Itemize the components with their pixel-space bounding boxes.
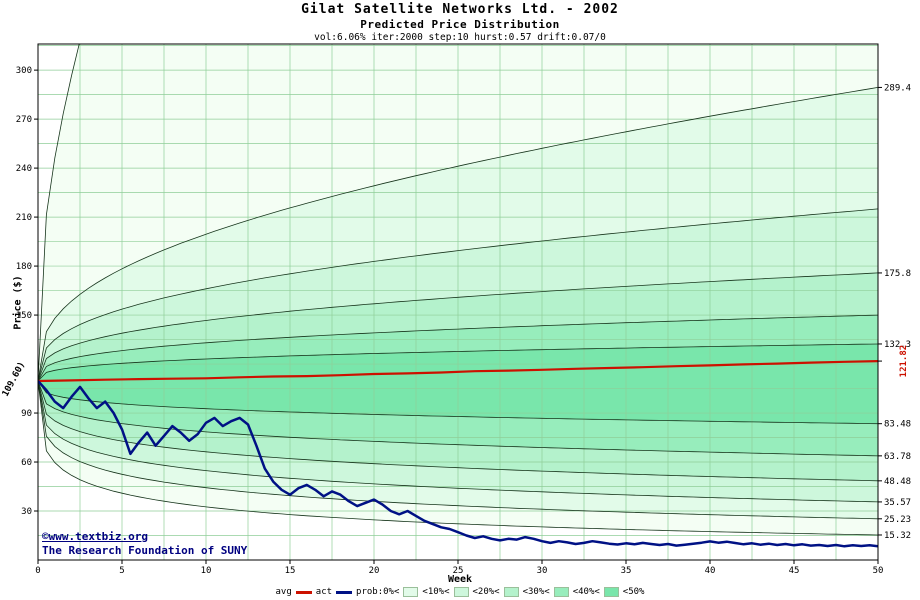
copyright-org: The Research Foundation of SUNY: [42, 544, 248, 557]
svg-text:40: 40: [705, 566, 716, 576]
chart-params: vol:6.06% iter:2000 step:10 hurst:0.57 d…: [314, 32, 606, 43]
svg-text:30: 30: [21, 507, 32, 517]
fan-chart-plot: 30 60 90 150 180 210 240 270 300 0 5 10 15 20 25 30 35 40…: [1, 43, 911, 576]
svg-text:25: 25: [453, 566, 464, 576]
svg-text:20: 20: [369, 566, 380, 576]
svg-text:50: 50: [873, 566, 884, 576]
legend-prob-label-1: <10%<: [422, 587, 450, 597]
legend-prob-label-2: <20%<: [472, 587, 500, 597]
svg-text:150: 150: [16, 311, 32, 321]
svg-text:240: 240: [16, 164, 32, 174]
svg-text:121.82: 121.82: [899, 345, 909, 378]
legend-avg-line: [295, 590, 312, 594]
legend-band-swatch: [453, 587, 469, 597]
svg-text:35.57: 35.57: [884, 498, 911, 508]
svg-text:63.78: 63.78: [884, 452, 911, 462]
legend-band-swatch: [603, 587, 619, 597]
chart-title: Gilat Satellite Networks Ltd. - 2002: [301, 2, 619, 17]
svg-text:210: 210: [16, 213, 32, 223]
svg-text:5: 5: [119, 566, 124, 576]
svg-text:90: 90: [21, 409, 32, 419]
chart-legend: avg act prob:0%< <10%< <20%< <30%< <40%<…: [0, 587, 920, 597]
legend-prob-label-5: <50%: [622, 587, 645, 597]
svg-text:300: 300: [16, 66, 32, 76]
legend-prob-label-3: <30%<: [522, 587, 550, 597]
svg-text:109.60): 109.60): [1, 360, 28, 398]
svg-text:289.4: 289.4: [884, 83, 911, 93]
svg-text:30: 30: [537, 566, 548, 576]
svg-text:83.48: 83.48: [884, 420, 911, 430]
legend-act-line: [336, 590, 353, 594]
chart-header: Gilat Satellite Networks Ltd. - 2002 Pre…: [0, 2, 920, 43]
svg-text:270: 270: [16, 115, 32, 125]
legend-band-swatch: [403, 587, 419, 597]
svg-text:0: 0: [35, 566, 40, 576]
legend-band-swatch: [553, 587, 569, 597]
y-axis-label: Price ($): [12, 275, 24, 330]
svg-text:15.32: 15.32: [884, 531, 911, 541]
svg-text:48.48: 48.48: [884, 477, 911, 487]
legend-avg-label: avg: [275, 587, 292, 597]
svg-text:25.23: 25.23: [884, 515, 911, 525]
svg-text:60: 60: [21, 458, 32, 468]
legend-prob-label-4: <40%<: [572, 587, 600, 597]
legend-act-label: act: [315, 587, 333, 597]
svg-text:35: 35: [621, 566, 632, 576]
chart-subtitle: Predicted Price Distribution: [360, 18, 560, 31]
copyright-link[interactable]: ©www.textbiz.org: [42, 530, 148, 543]
svg-text:180: 180: [16, 262, 32, 272]
svg-text:15: 15: [285, 566, 296, 576]
svg-text:10: 10: [201, 566, 212, 576]
svg-text:45: 45: [789, 566, 800, 576]
svg-text:175.8: 175.8: [884, 269, 911, 279]
svg-text:132.3: 132.3: [884, 340, 911, 350]
x-axis-label: Week: [447, 574, 473, 585]
legend-prob-label-0: prob:0%<: [356, 587, 400, 597]
legend-band-swatch: [503, 587, 519, 597]
